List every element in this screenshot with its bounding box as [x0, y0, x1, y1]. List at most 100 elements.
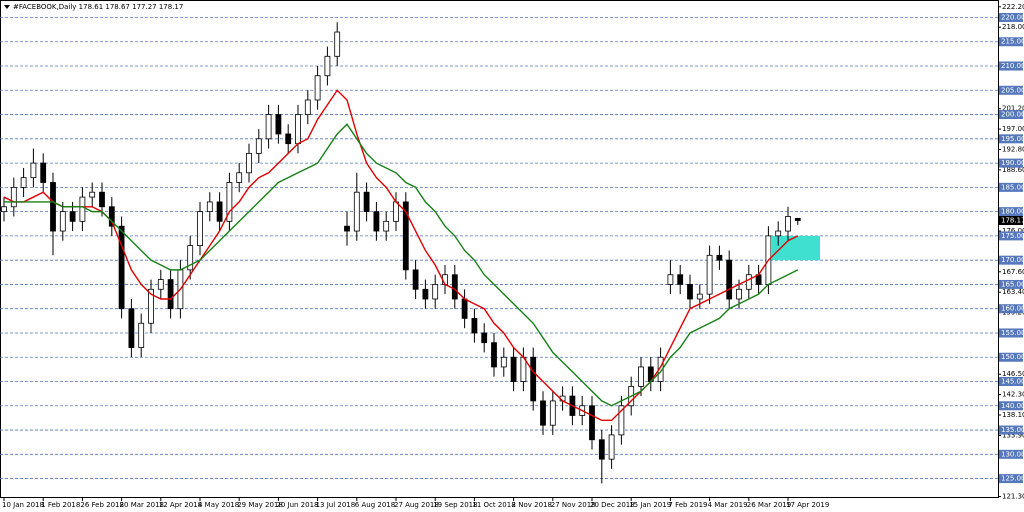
- candle-body: [402, 201, 409, 271]
- candle-body: [20, 177, 27, 188]
- level-label: 135.00: [1001, 426, 1024, 434]
- last-price-bg: [999, 216, 1023, 226]
- level-label-bg: [999, 304, 1023, 314]
- candle-body: [334, 31, 341, 57]
- candle-body: [530, 356, 537, 402]
- candle-body: [589, 405, 595, 441]
- level-label-bg: [999, 328, 1023, 338]
- x-tick-label: 15 Jan 2019: [629, 501, 671, 509]
- candle-body: [324, 55, 331, 77]
- candle-body: [638, 366, 644, 387]
- level-label-bg: [999, 61, 1023, 71]
- y-tick-label: 142.30: [1002, 391, 1024, 399]
- level-label: 130.00: [1001, 450, 1024, 458]
- level-label: 190.00: [1001, 159, 1024, 167]
- candle-body: [226, 182, 233, 222]
- candle-body: [50, 182, 56, 232]
- x-tick-label: 20 Mar 2018: [120, 501, 164, 509]
- candle-body: [187, 245, 194, 271]
- candle-body: [304, 99, 311, 115]
- candle-body: [30, 162, 37, 179]
- candle-body: [255, 138, 262, 154]
- level-label: 220.00: [1001, 13, 1024, 21]
- candle-body: [696, 293, 703, 300]
- candle-body: [353, 191, 360, 232]
- level-label-bg: [999, 110, 1023, 120]
- level-label: 160.00: [1001, 305, 1024, 313]
- candle-body: [461, 298, 468, 319]
- candle-body: [40, 162, 47, 183]
- level-label-bg: [999, 37, 1023, 47]
- y-tick-label: 192.80: [1002, 145, 1024, 153]
- y-tick-label: 167.60: [1002, 268, 1024, 276]
- candle-body: [451, 274, 458, 300]
- candle-body: [363, 191, 370, 213]
- menu-icon: [4, 5, 10, 9]
- level-label: 200.00: [1001, 111, 1024, 119]
- x-tick-label: 17 Apr 2019: [786, 501, 829, 509]
- x-tick-label: 2 Nov 2018: [512, 501, 552, 509]
- y-tick-label: 218.00: [1002, 23, 1024, 31]
- candle-body: [393, 201, 399, 222]
- candle-body: [491, 342, 497, 368]
- level-label-bg: [999, 134, 1023, 144]
- y-tick-label: 222.20: [1002, 3, 1024, 11]
- candle-body: [598, 439, 605, 460]
- level-label: 210.00: [1001, 62, 1024, 70]
- level-label: 125.00: [1001, 475, 1024, 483]
- level-label-bg: [999, 207, 1023, 217]
- candle-body: [265, 114, 272, 140]
- candle-body: [89, 191, 96, 198]
- candle-body: [500, 356, 507, 368]
- level-label: 150.00: [1001, 353, 1024, 361]
- x-tick-label: 19 Sep 2018: [433, 501, 477, 509]
- chart-title: #FACEBOOK,Daily 178.61 178.67 177.27 178…: [13, 3, 183, 11]
- x-tick-label: 26 Mar 2019: [747, 501, 791, 509]
- level-label-bg: [999, 85, 1023, 95]
- level-label: 185.00: [1001, 183, 1024, 191]
- candle-body: [138, 322, 145, 348]
- y-tick-label: 146.50: [1002, 370, 1024, 378]
- candle-body: [775, 230, 782, 237]
- candle-body: [687, 284, 693, 300]
- candle-body: [657, 356, 664, 382]
- candle-body: [745, 274, 752, 290]
- candle-body: [794, 217, 801, 221]
- level-label: 165.00: [1001, 280, 1024, 288]
- candle-body: [10, 186, 17, 208]
- candle-body: [275, 114, 282, 135]
- y-tick-label: 163.40: [1002, 288, 1024, 296]
- level-label: 145.00: [1001, 378, 1024, 386]
- candle-body: [99, 191, 105, 208]
- candle-body: [706, 254, 713, 295]
- level-label-bg: [999, 182, 1023, 192]
- candle-body: [148, 288, 154, 324]
- level-label: 175.00: [1001, 232, 1024, 240]
- level-label-bg: [999, 255, 1023, 265]
- candle-body: [236, 172, 243, 183]
- x-tick-label: 13 Jul 2018: [316, 501, 356, 509]
- y-tick-label: 197.00: [1002, 125, 1024, 133]
- candle-body: [785, 216, 791, 232]
- x-tick-label: 11 Oct 2018: [472, 501, 515, 509]
- candle-body: [422, 288, 429, 300]
- level-label-bg: [999, 474, 1023, 484]
- candle-body: [549, 400, 556, 426]
- x-tick-label: 26 Feb 2018: [80, 501, 124, 509]
- candle-body: [69, 211, 76, 222]
- level-label: 155.00: [1001, 329, 1024, 337]
- candle-body: [314, 75, 321, 101]
- candle-body: [344, 225, 350, 232]
- x-tick-label: 27 Aug 2018: [394, 501, 439, 509]
- level-label-bg: [999, 377, 1023, 387]
- candle-body: [285, 133, 292, 145]
- candle-body: [677, 274, 684, 285]
- candle-body: [383, 220, 390, 232]
- candle-body: [59, 211, 66, 232]
- y-tick-label: 201.20: [1002, 105, 1024, 113]
- y-tick-label: 133.90: [1002, 431, 1024, 439]
- level-label-bg: [999, 231, 1023, 241]
- x-tick-label: 10 Jan 2018: [2, 501, 44, 509]
